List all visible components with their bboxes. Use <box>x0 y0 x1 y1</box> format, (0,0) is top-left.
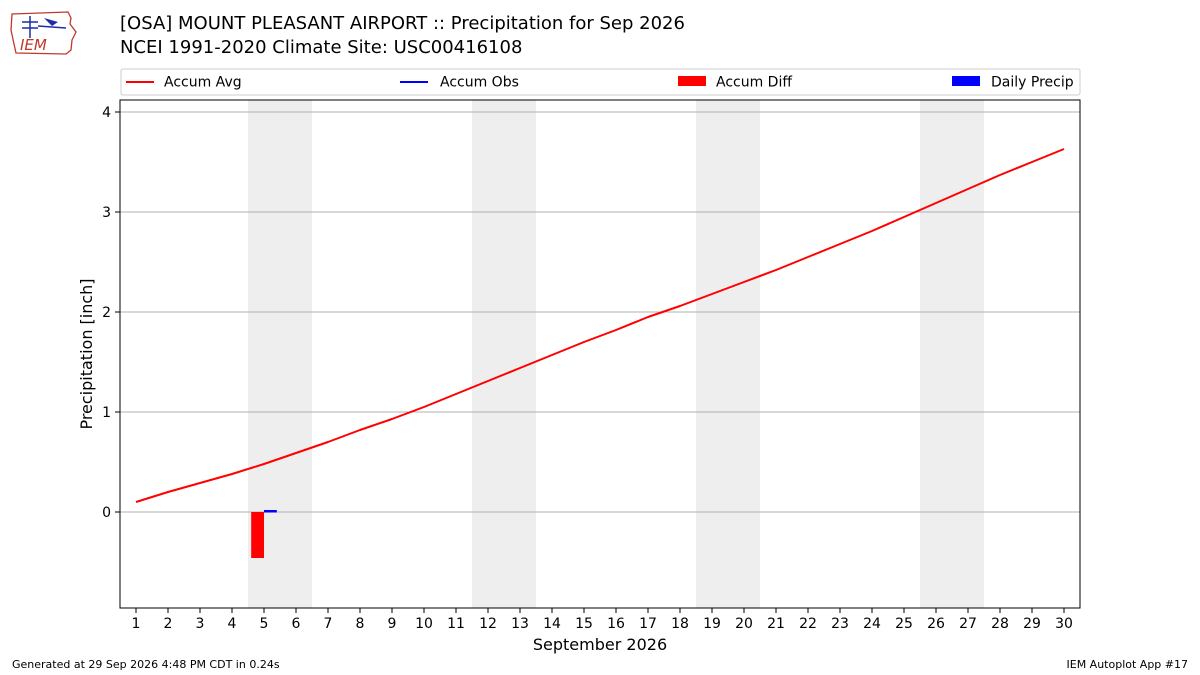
legend-accum-obs-label: Accum Obs <box>440 75 519 91</box>
x-tick-label: 27 <box>959 616 977 632</box>
x-tick-label: 7 <box>324 616 333 632</box>
x-tick-label: 21 <box>767 616 785 632</box>
legend-daily-precip-swatch <box>952 76 980 86</box>
accum-avg-line <box>135 148 1065 503</box>
y-axis: 0 1 2 3 4 <box>102 105 120 521</box>
plot-frame <box>119 99 1081 609</box>
x-tick-label: 28 <box>991 616 1009 632</box>
x-tick-label: 12 <box>479 616 497 632</box>
x-tick-label: 18 <box>671 616 689 632</box>
x-tick-label: 4 <box>228 616 237 632</box>
y-tick-label: 3 <box>102 205 111 221</box>
x-tick-label: 5 <box>260 616 269 632</box>
daily-precip-bar <box>264 512 277 513</box>
x-axis-label: September 2026 <box>533 635 667 654</box>
app-credit: IEM Autoplot App #17 <box>1066 658 1189 671</box>
x-tick-label: 30 <box>1055 616 1073 632</box>
y-axis-label: Precipitation [inch] <box>77 278 96 429</box>
lines-layer <box>135 148 1065 512</box>
title-line-2: NCEI 1991-2020 Climate Site: USC00416108 <box>120 37 523 58</box>
x-tick-label: 8 <box>356 616 365 632</box>
bars-layer <box>251 512 277 558</box>
x-tick-label: 15 <box>575 616 593 632</box>
x-tick-label: 16 <box>607 616 625 632</box>
generated-timestamp: Generated at 29 Sep 2026 4:48 PM CDT in … <box>12 658 280 671</box>
x-tick-label: 3 <box>196 616 205 632</box>
x-tick-label: 20 <box>735 616 753 632</box>
iem-logo: IEM <box>8 6 82 60</box>
x-axis: 1 2 3 4 5 6 7 8 9 10 11 12 13 14 15 16 17 18 19 20 21 22 23 24 2… <box>132 608 1073 632</box>
legend-daily-precip-label: Daily Precip <box>991 75 1074 91</box>
x-tick-label: 13 <box>511 616 529 632</box>
y-tick-label: 4 <box>102 105 111 121</box>
x-tick-label: 26 <box>927 616 945 632</box>
x-tick-label: 10 <box>415 616 433 632</box>
x-tick-label: 19 <box>703 616 721 632</box>
x-tick-label: 23 <box>831 616 849 632</box>
iowa-outline-icon <box>10 11 77 55</box>
y-tick-label: 2 <box>102 305 111 321</box>
chart-title: [OSA] MOUNT PLEASANT AIRPORT :: Precipit… <box>120 12 685 60</box>
x-tick-label: 2 <box>164 616 173 632</box>
title-line-1: [OSA] MOUNT PLEASANT AIRPORT :: Precipit… <box>120 13 685 34</box>
y-gridlines <box>120 111 1080 513</box>
y-tick-label: 0 <box>102 505 111 521</box>
x-tick-label: 14 <box>543 616 561 632</box>
x-tick-label: 17 <box>639 616 657 632</box>
weekend-band-3 <box>920 100 984 608</box>
x-tick-label: 11 <box>447 616 465 632</box>
x-tick-label: 9 <box>388 616 397 632</box>
weekend-band-1 <box>472 100 536 608</box>
legend: Accum Avg Accum Obs Accum Diff Daily Pre… <box>120 68 1081 96</box>
x-tick-label: 1 <box>132 616 141 632</box>
x-tick-label: 29 <box>1023 616 1041 632</box>
logo-text: IEM <box>20 36 47 54</box>
x-tick-label: 22 <box>799 616 817 632</box>
legend-accum-avg-label: Accum Avg <box>164 75 242 91</box>
y-tick-label: 1 <box>102 405 111 421</box>
weekend-band-2 <box>696 100 760 608</box>
legend-accum-diff-label: Accum Diff <box>716 75 792 91</box>
x-tick-label: 24 <box>863 616 881 632</box>
x-tick-label: 6 <box>292 616 301 632</box>
weekend-bands <box>248 100 984 608</box>
legend-accum-diff-swatch <box>678 76 706 86</box>
x-tick-label: 25 <box>895 616 913 632</box>
accum-diff-bar <box>251 512 264 558</box>
